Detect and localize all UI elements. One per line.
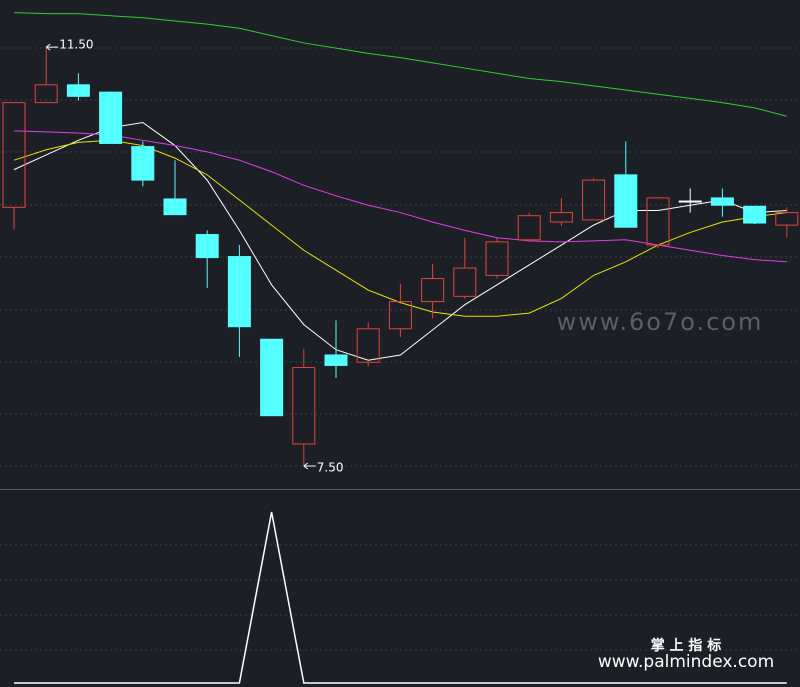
moving-average xyxy=(13,12,787,117)
watermark-url: www.palmindex.com xyxy=(598,652,774,672)
candle-body xyxy=(678,200,702,203)
candle-body xyxy=(99,91,123,144)
label-arrow xyxy=(45,43,59,51)
label-arrow xyxy=(303,462,316,470)
candle-body xyxy=(227,256,251,328)
candle-body xyxy=(453,267,477,297)
candle-body xyxy=(775,212,799,226)
grid xyxy=(0,47,800,651)
candle-body xyxy=(34,84,58,104)
candle-body xyxy=(324,354,348,366)
candle-body xyxy=(131,146,155,181)
candle-body xyxy=(260,338,284,417)
candle-body xyxy=(582,179,606,221)
candle-body xyxy=(163,198,187,216)
moving-average xyxy=(13,121,787,361)
price-label: 11.50 xyxy=(59,38,93,52)
indicator-line xyxy=(14,511,787,684)
candle-body xyxy=(485,241,509,276)
candle-body xyxy=(517,215,541,241)
candle-body xyxy=(292,367,316,445)
candle-body xyxy=(195,234,219,259)
candle-body xyxy=(743,205,767,224)
candle-body xyxy=(710,197,734,206)
candle-body xyxy=(421,278,445,303)
watermark-brand: 掌 上 指 标 xyxy=(651,637,722,654)
candle-body xyxy=(66,84,90,97)
candle-body xyxy=(646,197,670,246)
price-label: 7.50 xyxy=(317,460,344,474)
candle-body xyxy=(2,102,26,208)
candle-body xyxy=(388,301,412,330)
candle-body xyxy=(356,328,380,363)
candle-body xyxy=(549,212,573,223)
candle-body xyxy=(614,174,638,228)
watermark: www.6o7o.com xyxy=(557,308,764,336)
